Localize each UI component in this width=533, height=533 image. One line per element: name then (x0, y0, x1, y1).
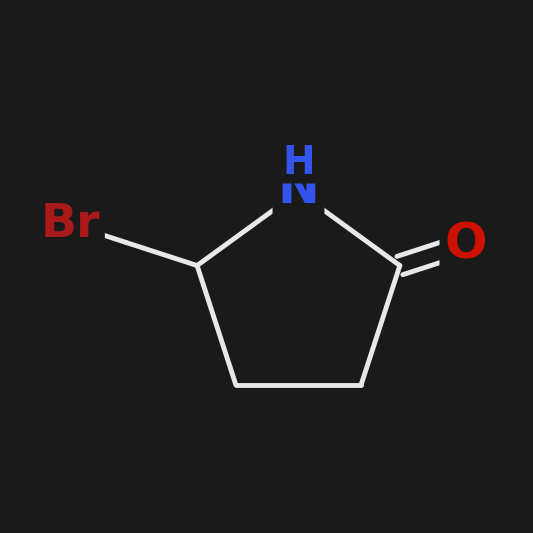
Text: Br: Br (41, 202, 100, 247)
Text: O: O (445, 220, 487, 268)
Text: H: H (282, 143, 315, 182)
Text: N: N (278, 165, 319, 213)
